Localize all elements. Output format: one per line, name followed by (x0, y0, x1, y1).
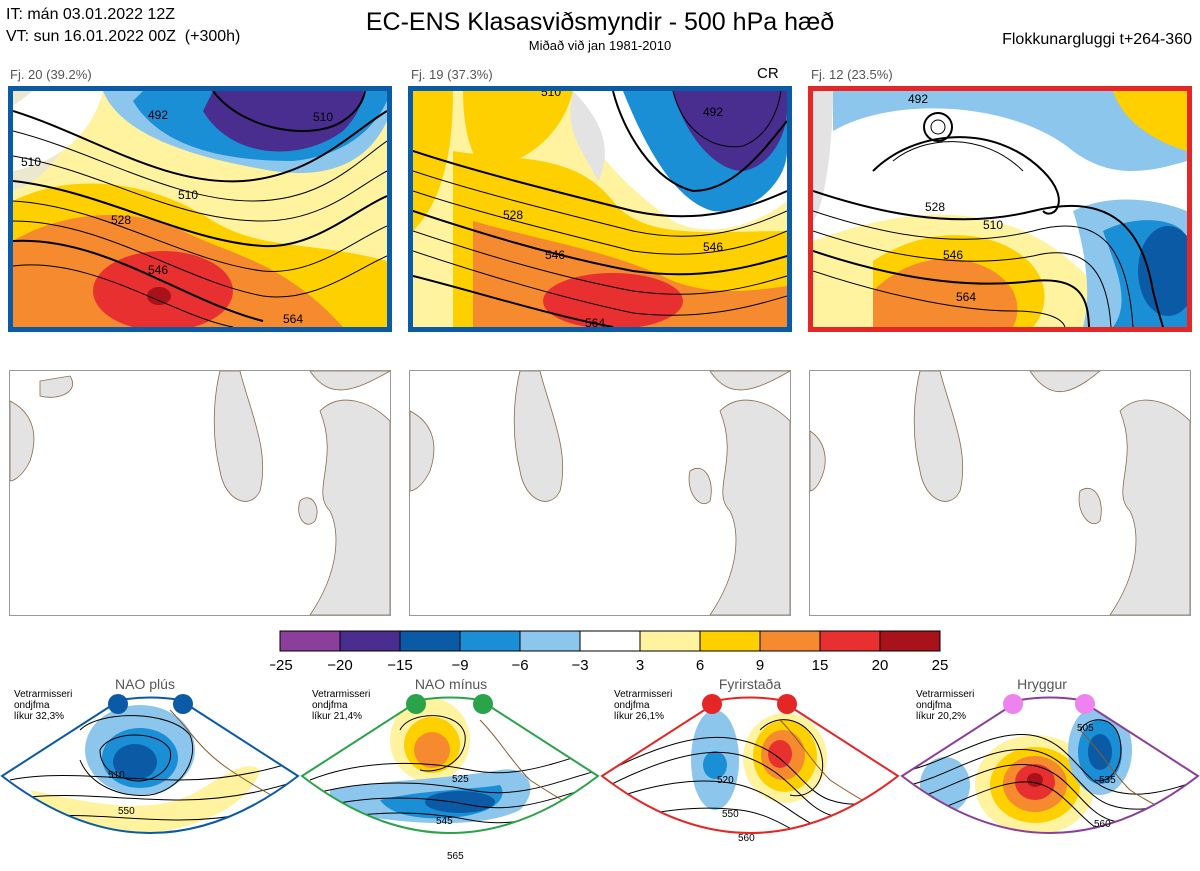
regime-3-contour-label: 550 (722, 809, 739, 820)
colorbar-swatch (699, 630, 761, 652)
regime-3-frame (600, 696, 900, 834)
regime-3-dot (777, 694, 797, 714)
valid-time: VT: sun 16.01.2022 00Z (+300h) (6, 28, 241, 45)
colorbar-swatch (279, 630, 341, 652)
cluster-1-anomaly-field: 510 510 510 528 546 564 492 (13, 91, 387, 327)
regime-4-dot (1003, 694, 1023, 714)
header-left: IT: mán 03.01.2022 12Z VT: sun 16.01.2022… (6, 4, 240, 48)
cluster-2-contour-label: 510 (541, 91, 561, 99)
regime-3-contour-label: 560 (738, 833, 755, 844)
empty-map-3 (809, 370, 1191, 616)
cluster-2-cr-tag: CR (757, 65, 779, 82)
cluster-1-contour-label: 510 (313, 110, 333, 124)
regime-maps: 510 550 525 545 565 52 (0, 694, 1200, 862)
regime-2-note: Vetrarmisseri ondjfma líkur 21,4% (312, 689, 371, 722)
cluster-3-contour-label: 564 (956, 290, 976, 304)
cluster-2-contour-label: 546 (545, 248, 565, 262)
cluster-3-contour-label: 492 (908, 92, 928, 106)
cluster-1-label: Fj. 20 (39.2%) (10, 67, 92, 82)
regime-4-contour-label: 505 (1077, 723, 1094, 734)
regime-3-contour-label: 520 (717, 775, 734, 786)
colorbar-tick-label: 9 (756, 657, 764, 674)
regime-2-contour-label: 545 (436, 816, 453, 827)
regime-4-dot (1075, 694, 1095, 714)
regime-1-name: NAO plús (115, 676, 175, 692)
cluster-1-contour-label: 492 (148, 108, 168, 122)
cluster-2-contour-label: 564 (585, 316, 605, 327)
regime-2-frame (300, 696, 600, 834)
regime-1-dot (108, 694, 128, 714)
regime-1-note: Vetrarmisseri ondjfma líkur 32,3% (14, 689, 73, 722)
colorbar-swatch (639, 630, 701, 652)
empty-map-3-land (810, 371, 1190, 615)
colorbar-tick-label: −6 (511, 657, 528, 674)
cluster-3-label: Fj. 12 (23.5%) (811, 67, 893, 82)
colorbar-tick-label: 15 (812, 657, 829, 674)
colorbar-swatch (339, 630, 401, 652)
regime-1-contour-label: 550 (118, 806, 135, 817)
regime-1-frame (0, 696, 300, 834)
anomaly-colorbar: −25 −20 −15 −9 −6 −3 3 6 9 15 20 25 (270, 630, 949, 674)
regime-2-name: NAO mínus (414, 676, 488, 692)
cluster-2-contour-label: 528 (503, 208, 523, 222)
regime-2-contour-label: 525 (452, 774, 469, 785)
cluster-1-contour-label: 546 (148, 263, 168, 277)
empty-map-1-land (10, 371, 390, 615)
colorbar-swatch (759, 630, 821, 652)
cluster-3-map[interactable]: 510 528 546 564 492 (808, 86, 1192, 332)
colorbar-swatch (579, 630, 641, 652)
regime-2-map (302, 697, 598, 833)
cluster-1-contour-label: 564 (283, 312, 303, 326)
cluster-3-contour-label: 528 (925, 200, 945, 214)
cluster-1-contour-label: 528 (111, 213, 131, 227)
regime-4-note: Vetrarmisseri ondjfma líkur 20,2% (916, 689, 975, 722)
regime-2-dot (473, 694, 493, 714)
cluster-3-contour-label: 546 (943, 248, 963, 262)
colorbar-tick-label: 3 (636, 657, 644, 674)
regime-2-dot (406, 694, 426, 714)
cluster-3-contour-label: 510 (983, 218, 1003, 232)
cluster-1-contour-label: 510 (178, 188, 198, 202)
cluster-3-anomaly-field: 510 528 546 564 492 (813, 91, 1187, 327)
classification-window: Flokkunargluggi t+264-360 (1002, 31, 1192, 48)
regime-3-dot (702, 694, 722, 714)
colorbar-swatch (519, 630, 581, 652)
empty-map-2-land (410, 371, 790, 615)
colorbar-swatch (879, 630, 941, 652)
colorbar-tick-label: 20 (872, 657, 889, 674)
page-subtitle: Miðað við jan 1981-2010 (528, 38, 672, 53)
colorbar-tick-label: −9 (451, 657, 468, 674)
cluster-2-map[interactable]: 510 528 546 564 492 546 (408, 86, 792, 332)
regime-3-note: Vetrarmisseri ondjfma líkur 26,1% (614, 689, 673, 722)
cluster-2-contour-label: 492 (703, 105, 723, 119)
colorbar-swatch (819, 630, 881, 652)
colorbar-tick-label: 6 (696, 657, 704, 674)
colorbar-tick-label: 25 (932, 657, 949, 674)
initial-time: IT: mán 03.01.2022 12Z (6, 6, 175, 23)
regime-1-map (2, 697, 298, 833)
empty-map-2 (409, 370, 791, 616)
regime-1-dot (173, 694, 193, 714)
page-title: EC-ENS Klasasviðsmyndir - 500 hPa hæð (365, 8, 835, 36)
colorbar-swatch (399, 630, 461, 652)
colorbar-swatch (459, 630, 521, 652)
cluster-2-label: Fj. 19 (37.3%) (411, 67, 493, 82)
cluster-2-anomaly-field: 510 528 546 564 492 546 (413, 91, 787, 327)
regime-4-map (902, 697, 1198, 833)
regime-4-name: Hryggur (1017, 676, 1067, 692)
cluster-1-contour-label: 510 (21, 155, 41, 169)
regime-2-contour-label: 565 (447, 851, 464, 862)
colorbar-tick-label: −25 (270, 657, 293, 674)
regime-1-contour-label: 510 (108, 770, 125, 781)
regime-3-name: Fyrirstaða (718, 676, 782, 692)
regime-4-contour-label: 535 (1099, 775, 1116, 786)
empty-map-1 (9, 370, 391, 616)
cluster-1-map[interactable]: 510 510 510 528 546 564 492 (8, 86, 392, 332)
regime-4-contour-label: 560 (1094, 819, 1111, 830)
colorbar-tick-label: −15 (387, 657, 412, 674)
colorbar-tick-label: −3 (571, 657, 588, 674)
cluster-2-contour-label: 546 (703, 240, 723, 254)
regime-4-frame (900, 696, 1200, 834)
colorbar-tick-label: −20 (327, 657, 352, 674)
